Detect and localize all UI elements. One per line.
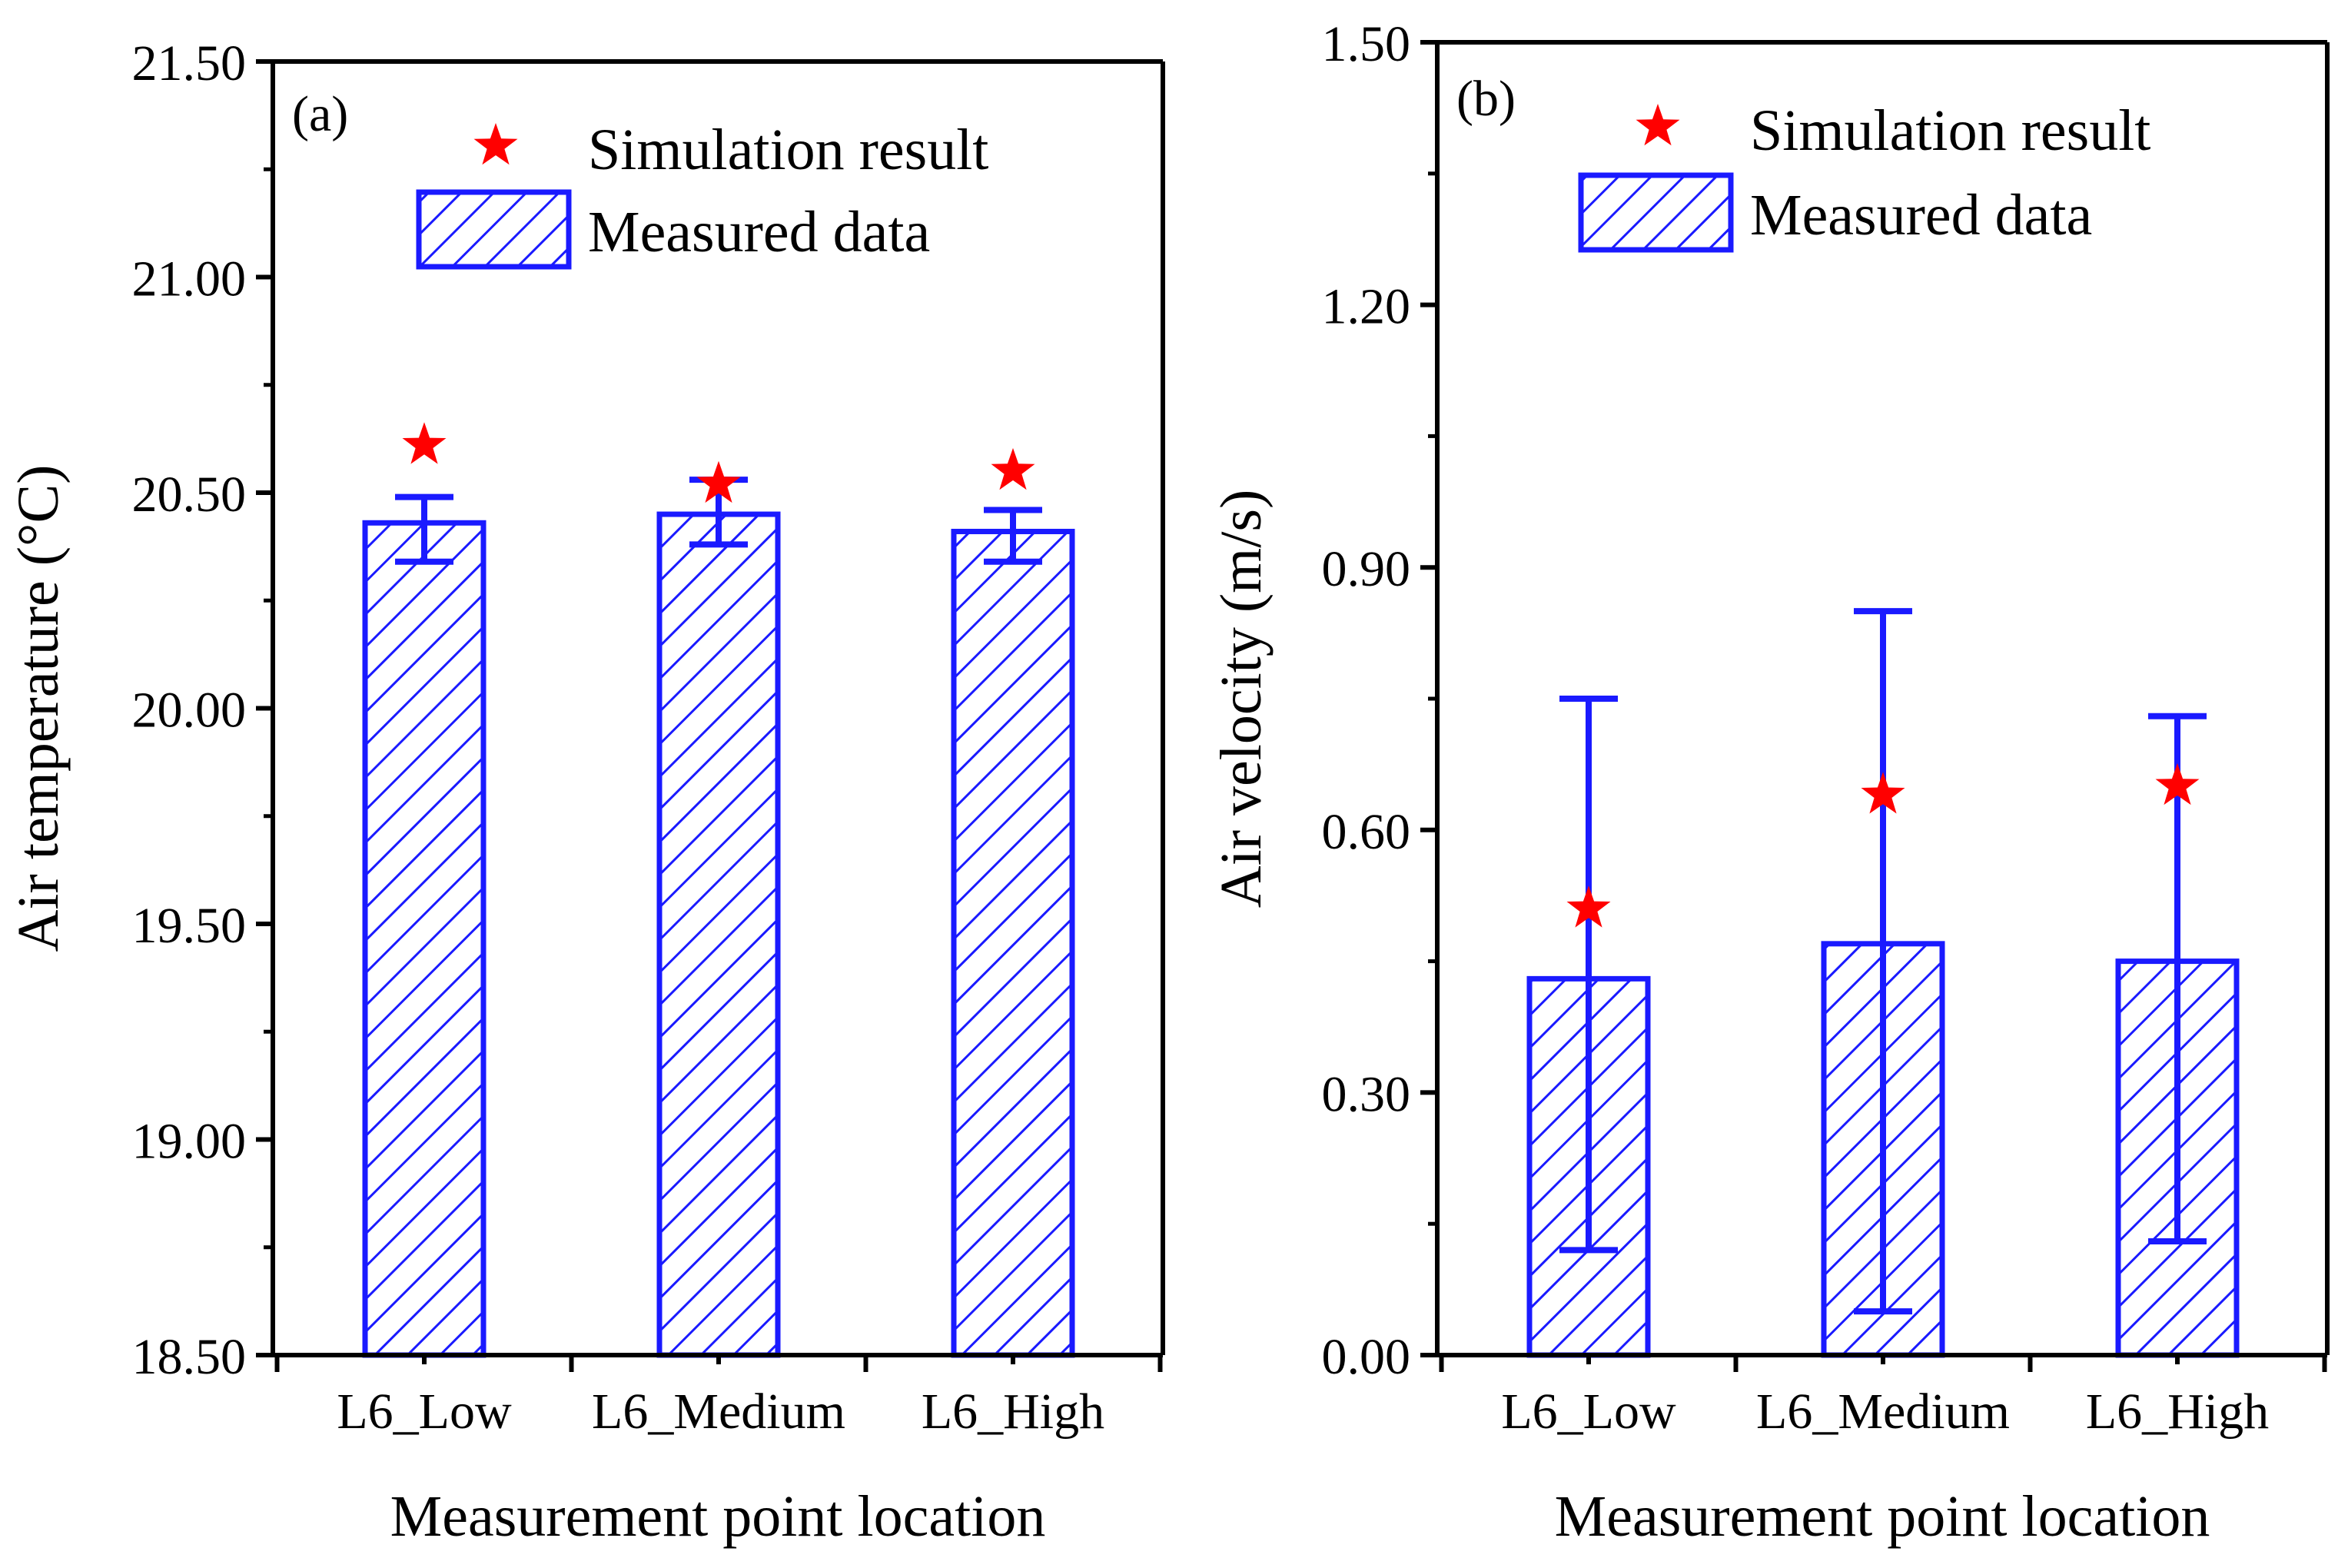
y-tick-label: 19.50 (132, 898, 247, 954)
y-axis-title: Air velocity (m/s) (1209, 490, 1274, 909)
legend-star-icon (473, 123, 518, 165)
x-tick-label: L6_Medium (592, 1384, 845, 1440)
x-axis-title: Measurement point location (1555, 1484, 2210, 1549)
y-tick-label: 20.50 (132, 467, 247, 523)
star-simulation-l6-low (1566, 885, 1611, 928)
y-tick-label: 21.00 (132, 251, 247, 307)
y-tick-label: 18.50 (132, 1329, 247, 1385)
x-tick-label: L6_High (922, 1384, 1104, 1440)
y-tick-label: 1.20 (1322, 279, 1411, 335)
bar-l6-low (362, 520, 487, 1358)
panel-label: (b) (1456, 71, 1516, 127)
y-tick-label: 0.60 (1322, 804, 1411, 860)
bar-l6-high (951, 528, 1075, 1358)
x-tick-label: L6_High (2086, 1384, 2269, 1440)
chart-panel-b: 0.00 0.30 0.60 0.90 1.20 1.50 L6_Low L6_Medium L… (1209, 16, 2330, 1549)
y-tick-label: 21.50 (132, 35, 247, 91)
legend-label-simulation: Simulation result (1750, 98, 2150, 163)
star-simulation-l6-high (991, 447, 1035, 490)
chart-panel-a: 18.50 19.00 19.50 20.00 20.50 21.00 21.50 L6_Lo… (6, 35, 1165, 1549)
star-simulation-l6-medium (696, 460, 741, 503)
legend-hatch-swatch (1578, 172, 1734, 253)
legend-label-measured: Measured data (1750, 183, 2092, 247)
star-simulation-l6-low (402, 422, 447, 464)
panel-label: (a) (292, 86, 348, 142)
legend-hatch-swatch (416, 189, 572, 270)
y-tick-label: 0.90 (1322, 541, 1411, 597)
x-tick-label: L6_Low (337, 1384, 512, 1440)
y-tick-label: 20.00 (132, 683, 247, 739)
star-simulation-l6-high (2155, 762, 2200, 806)
x-tick-label: L6_Low (1501, 1384, 1676, 1440)
star-simulation-l6-medium (1861, 772, 1905, 814)
bar-l6-medium (656, 511, 781, 1358)
x-tick-label: L6_Medium (1756, 1384, 2010, 1440)
legend-star-icon (1636, 104, 1680, 146)
x-axis-title: Measurement point location (390, 1484, 1046, 1549)
y-tick-label: 19.00 (132, 1114, 247, 1170)
y-axis-title: Air temperature (°C) (6, 465, 71, 952)
y-tick-label: 1.50 (1322, 16, 1411, 72)
legend-label-measured: Measured data (588, 200, 930, 264)
y-tick-label: 0.00 (1322, 1329, 1411, 1385)
legend-label-simulation: Simulation result (588, 118, 988, 182)
y-tick-label: 0.30 (1322, 1066, 1411, 1122)
